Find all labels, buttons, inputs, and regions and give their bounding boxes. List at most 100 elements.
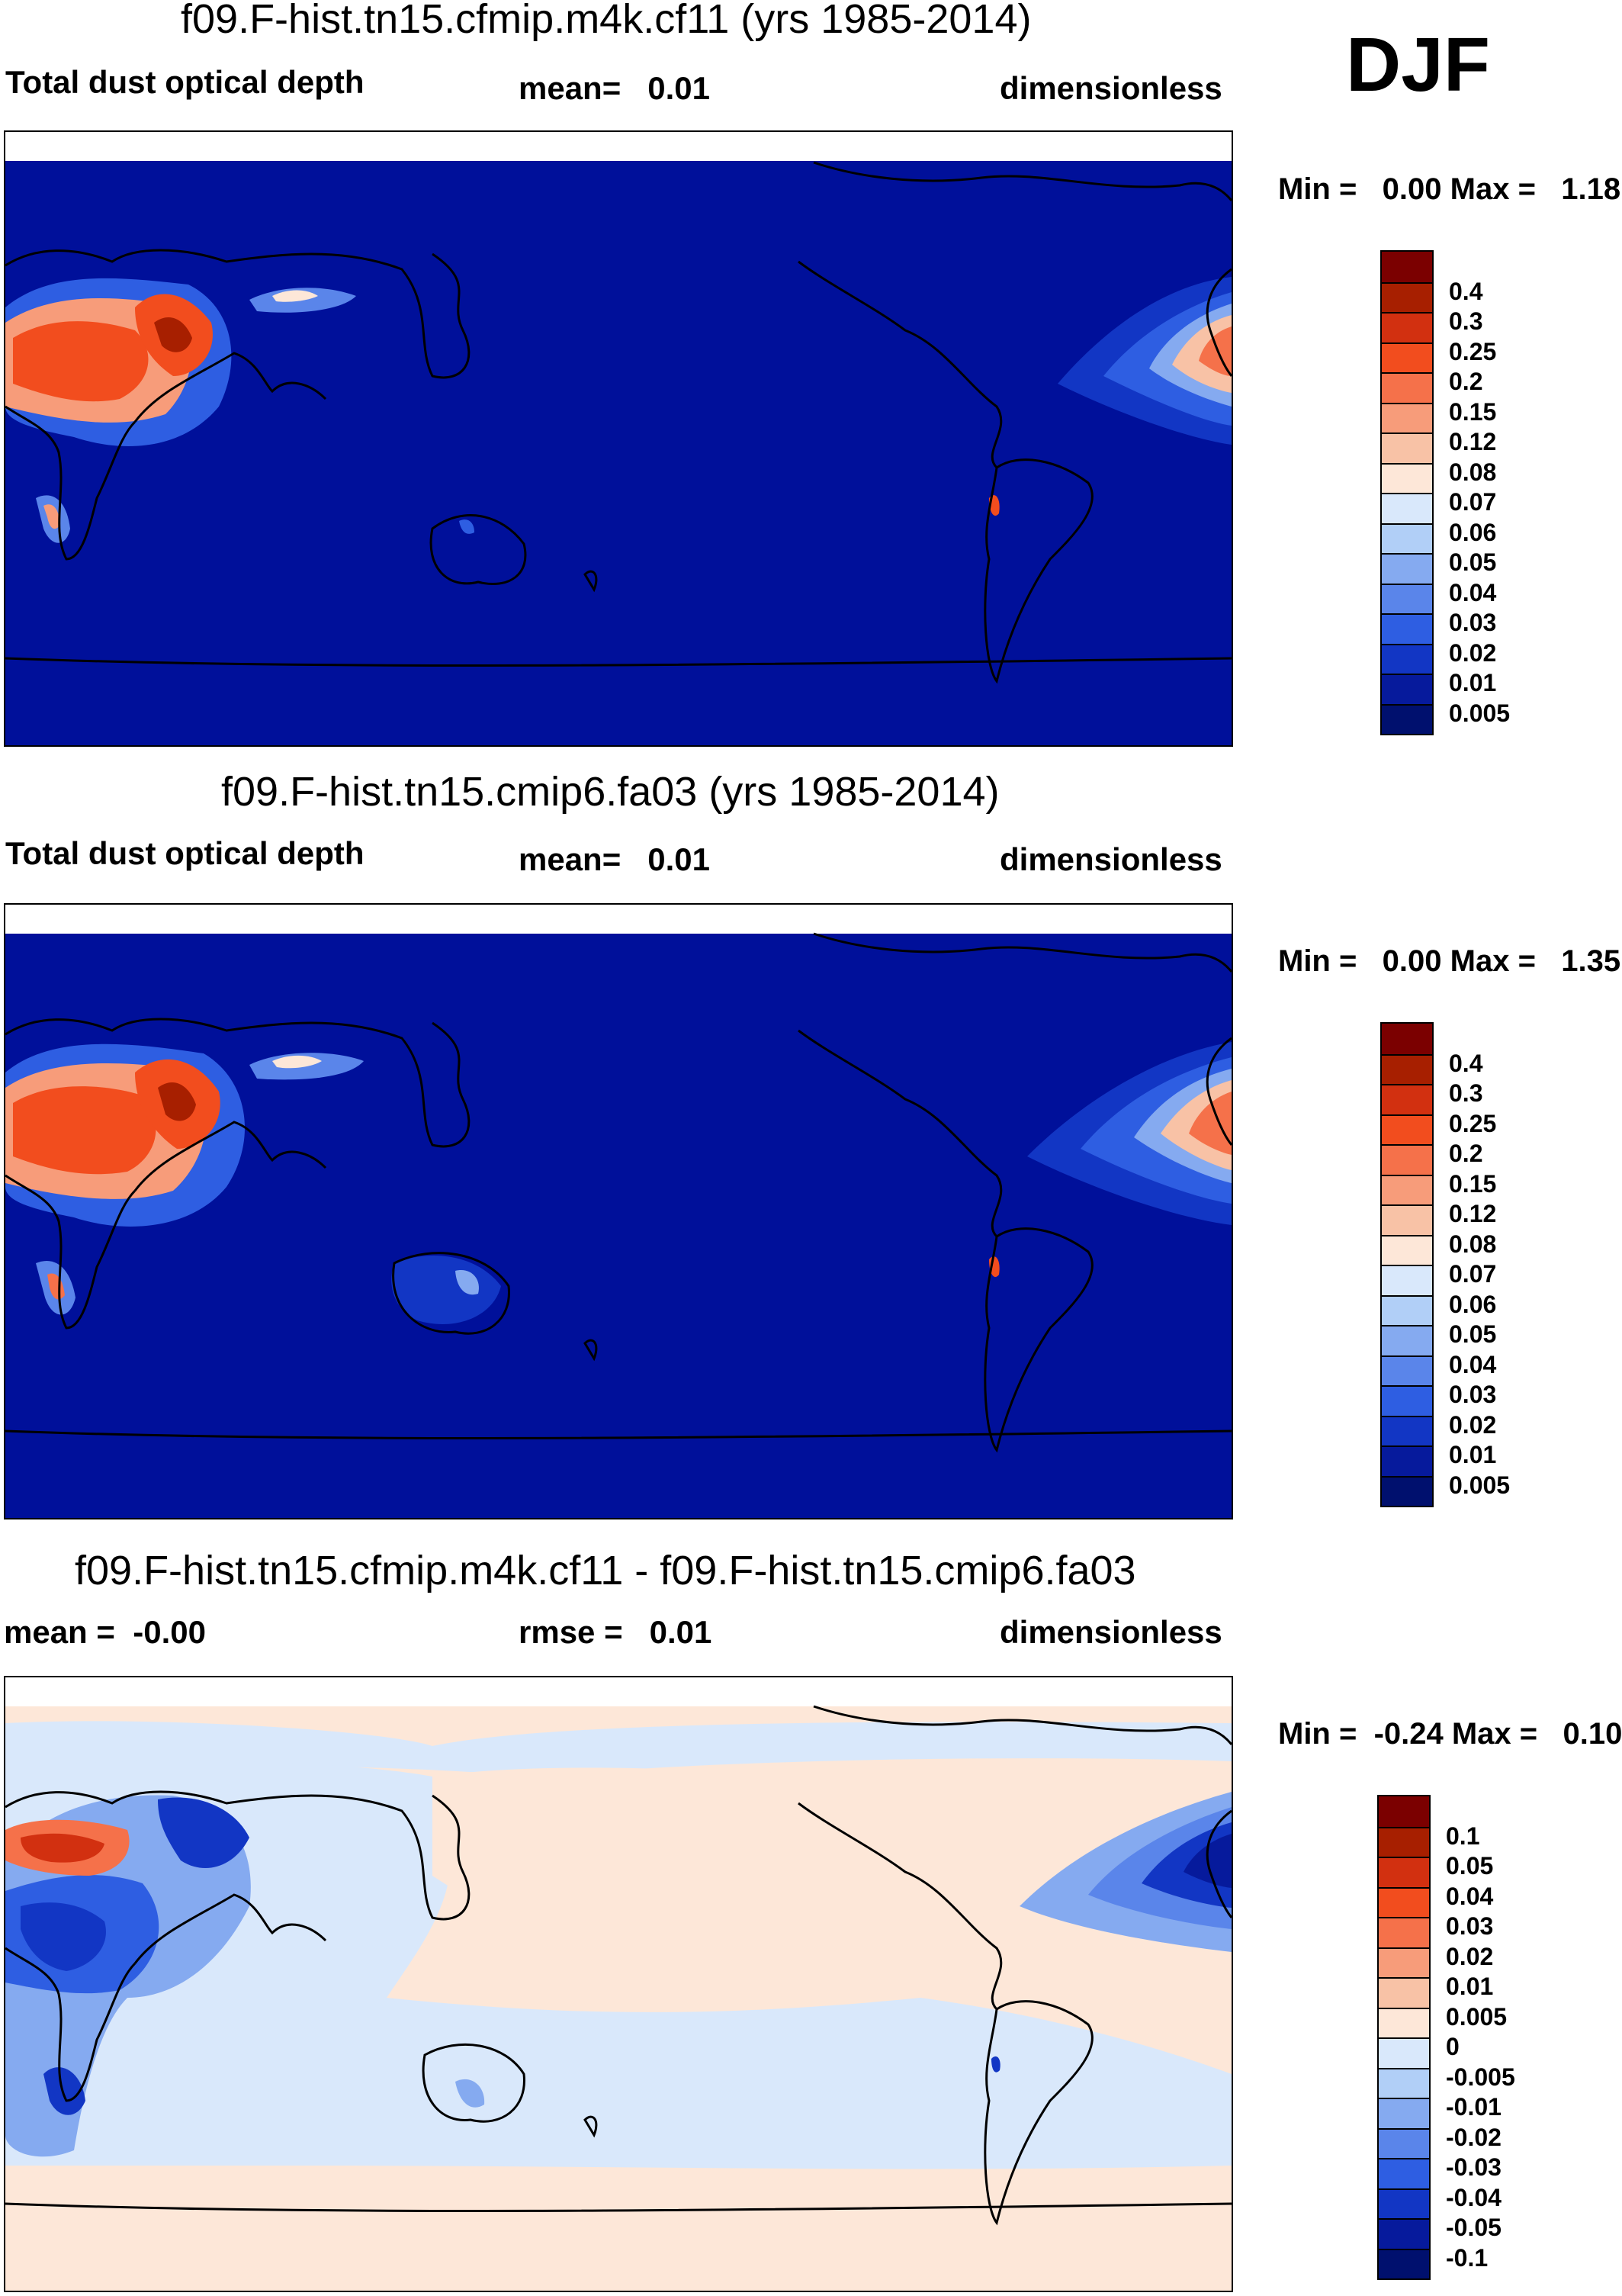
colorbar-label: -0.05 — [1446, 2214, 1502, 2241]
colorbar-swatch — [1379, 2007, 1429, 2037]
colorbar-swatch — [1379, 2188, 1429, 2218]
panel2-minmax: Min = 0.00 Max = 1.35 — [1278, 944, 1621, 978]
dust-field-africa — [5, 1043, 501, 1324]
colorbar-swatch — [1382, 1445, 1432, 1476]
panel2-mean-label: mean= 0.01 — [519, 841, 710, 877]
colorbar-swatch — [1379, 2158, 1429, 2188]
colorbar-label: 0.01 — [1446, 1973, 1494, 2000]
colorbar-swatch — [1382, 462, 1432, 493]
colorbar-swatch — [1382, 1144, 1432, 1175]
colorbar-swatch — [1379, 1826, 1429, 1857]
colorbar-label: 0.4 — [1449, 277, 1483, 305]
panel2-title: f09.F-hist.tn15.cmip6.fa03 (yrs 1985-201… — [221, 769, 1000, 815]
colorbar-label: -0.04 — [1446, 2183, 1502, 2211]
colorbar-label: 0.3 — [1449, 307, 1483, 335]
colorbar-swatch — [1382, 1355, 1432, 1385]
colorbar-label: 0.08 — [1449, 458, 1497, 486]
panel2-units-label: dimensionless — [1000, 841, 1222, 877]
colorbar-swatch — [1379, 1886, 1429, 1917]
colorbar-label: 0.03 — [1449, 1381, 1497, 1408]
colorbar-label: 0.4 — [1449, 1049, 1483, 1077]
colorbar-label: 0.04 — [1449, 1350, 1497, 1378]
colorbar-label: -0.1 — [1446, 2243, 1489, 2272]
colorbar-swatch — [1382, 703, 1432, 734]
colorbar-label: -0.01 — [1446, 2093, 1502, 2121]
colorbar-label: 0.01 — [1449, 1441, 1497, 1468]
colorbar-label: 0.02 — [1449, 638, 1497, 667]
panel1-minmax: Min = 0.00 Max = 1.18 — [1278, 172, 1621, 206]
colorbar-swatch — [1382, 402, 1432, 433]
colorbar-label: 0.12 — [1449, 1200, 1497, 1227]
difference-field — [5, 1721, 1232, 2169]
panel2-colorbar — [1380, 1022, 1434, 1507]
colorbar-label: 0.1 — [1446, 1822, 1480, 1850]
colorbar-label: 0.07 — [1449, 1260, 1497, 1288]
coastlines — [5, 161, 1232, 684]
colorbar-label: 0.03 — [1449, 609, 1497, 636]
colorbar-swatch — [1382, 1265, 1432, 1295]
colorbar-swatch — [1382, 281, 1432, 312]
colorbar-swatch — [1379, 2098, 1429, 2128]
colorbar-swatch — [1382, 1204, 1432, 1235]
colorbar-swatch — [1379, 1796, 1429, 1827]
panel1-colorbar — [1380, 250, 1434, 735]
panel2-variable-label: Total dust optical depth — [5, 835, 365, 871]
panel1-map — [4, 130, 1233, 747]
colorbar-swatch — [1379, 1977, 1429, 2008]
panel3-units-label: dimensionless — [1000, 1614, 1222, 1650]
colorbar-swatch — [1382, 372, 1432, 403]
panel3-mean-label: mean = -0.00 — [4, 1614, 206, 1650]
colorbar-swatch — [1382, 342, 1432, 372]
colorbar-swatch — [1382, 1325, 1432, 1355]
colorbar-swatch — [1382, 1234, 1432, 1265]
colorbar-label: 0.06 — [1449, 518, 1497, 546]
panel3-map — [4, 1676, 1233, 2292]
colorbar-label: 0.04 — [1449, 578, 1497, 606]
colorbar-label: 0.06 — [1449, 1290, 1497, 1318]
colorbar-label: 0.07 — [1449, 488, 1497, 516]
ocean-fill — [5, 161, 1232, 745]
colorbar-label: 0.15 — [1449, 397, 1497, 426]
colorbar-label: -0.005 — [1446, 2063, 1515, 2091]
colorbar-swatch — [1379, 2218, 1429, 2249]
colorbar-swatch — [1382, 674, 1432, 704]
colorbar-swatch — [1382, 312, 1432, 342]
dust-field-africa — [5, 278, 474, 543]
colorbar-label: 0.2 — [1449, 1140, 1483, 1167]
colorbar-label: 0.25 — [1449, 337, 1497, 365]
colorbar-swatch — [1382, 643, 1432, 674]
coastlines — [5, 1705, 1232, 2226]
colorbar-swatch — [1382, 1053, 1432, 1084]
panel1-mean-label: mean= 0.01 — [519, 70, 710, 106]
panel3-title: f09.F-hist.tn15.cfmip.m4k.cf11 - f09.F-h… — [75, 1548, 1136, 1593]
panel3-rmse-label: rmse = 0.01 — [519, 1614, 712, 1650]
colorbar-label: 0.005 — [1449, 699, 1511, 727]
colorbar-label: 0.005 — [1446, 2002, 1508, 2031]
colorbar-label: 0.2 — [1449, 368, 1483, 395]
panel1-title: f09.F-hist.tn15.cfmip.m4k.cf11 (yrs 1985… — [181, 0, 1032, 42]
colorbar-label: 0.3 — [1449, 1079, 1483, 1107]
colorbar-label: 0.12 — [1449, 428, 1497, 455]
colorbar-label: 0.08 — [1449, 1230, 1497, 1258]
colorbar-label: 0.15 — [1449, 1169, 1497, 1198]
colorbar-swatch — [1382, 1294, 1432, 1325]
colorbar-swatch — [1382, 1024, 1432, 1054]
coastlines — [5, 932, 1232, 1453]
colorbar-label: -0.03 — [1446, 2153, 1502, 2181]
colorbar-swatch — [1382, 583, 1432, 613]
panel3-minmax: Min = -0.24 Max = 0.10 — [1278, 1717, 1622, 1751]
colorbar-label: 0.03 — [1446, 1912, 1494, 1940]
colorbar-label: 0.01 — [1449, 669, 1497, 696]
panel1-variable-label: Total dust optical depth — [5, 64, 365, 100]
panel2-map — [4, 903, 1233, 1519]
panel3-colorbar — [1377, 1795, 1431, 2280]
colorbar-swatch — [1382, 433, 1432, 463]
colorbar-swatch — [1382, 523, 1432, 553]
colorbar-swatch — [1379, 1857, 1429, 1887]
colorbar-swatch — [1382, 553, 1432, 584]
panel1-units-label: dimensionless — [1000, 70, 1222, 106]
colorbar-swatch — [1379, 1947, 1429, 1977]
colorbar-swatch — [1379, 2067, 1429, 2098]
colorbar-label: 0.04 — [1446, 1882, 1494, 1910]
colorbar-swatch — [1382, 252, 1432, 282]
